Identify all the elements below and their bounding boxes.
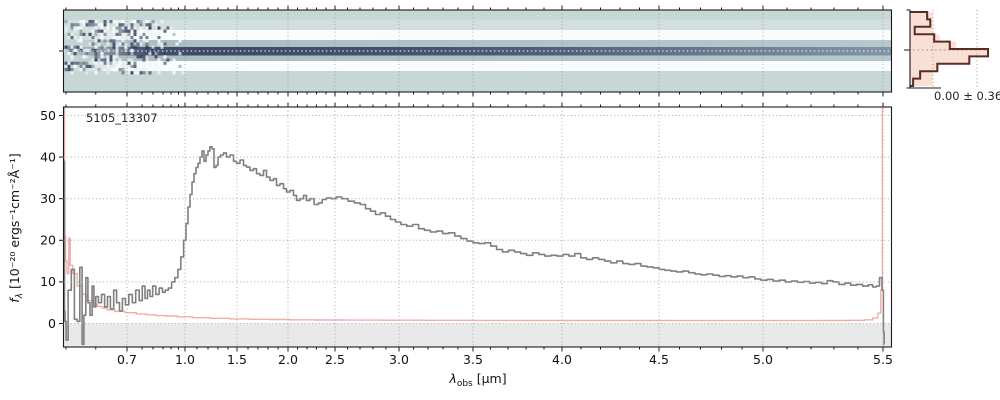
y-axis-label-units: [10⁻²⁰ ergs⁻¹cm⁻²Å⁻¹]	[7, 153, 22, 293]
spec2d-white-band-upper	[63, 30, 892, 40]
x-tick-label: 0.7	[117, 352, 137, 367]
y-axis-label-symbol: f	[7, 298, 22, 303]
x-axis-label-symbol: λ	[449, 371, 457, 386]
below-zero-band	[63, 323, 892, 347]
x-tick-label: 3.5	[463, 352, 483, 367]
x-tick-label: 1.5	[227, 352, 247, 367]
x-axis-label-subscript: obs	[456, 379, 473, 389]
x-axis-label: λobs [μm]	[378, 371, 578, 389]
profile-stat-label: 0.00 ± 0.36	[934, 89, 1000, 103]
y-tick-label: 20	[40, 233, 56, 248]
spec2d-noise	[64, 20, 185, 75]
y-tick-label: 0	[48, 316, 56, 331]
profile-hist-panel	[904, 9, 989, 89]
spec2d-source-trace	[63, 47, 892, 56]
y-axis-label: fλ [10⁻²⁰ ergs⁻¹cm⁻²Å⁻¹]	[7, 118, 25, 338]
x-tick-label: 2.5	[325, 352, 345, 367]
spec1d-border	[62, 106, 893, 348]
x-tick-label: 4.0	[552, 352, 572, 367]
source-id-label: 5105_13307	[86, 111, 158, 125]
spec1d-grid	[63, 107, 892, 347]
spec2d-white-band-lower	[63, 61, 892, 71]
y-axis-label-subscript: λ	[15, 293, 25, 299]
y-tick-label: 40	[40, 149, 56, 164]
y-tick-label: 50	[40, 108, 56, 123]
y-tick-label: 10	[40, 274, 56, 289]
x-tick-label: 5.0	[753, 352, 773, 367]
profile-hist-steps	[910, 11, 989, 87]
spec2d-grid	[63, 10, 892, 92]
tick-labels: 0.7 1.0 1.5 2.0 2.5 3.0 3.5 4.0 4.5 5.0 5.5 0 10 20 30…	[40, 108, 893, 367]
y-tick-label: 30	[40, 191, 56, 206]
x-axis-label-units: [μm]	[472, 371, 507, 386]
error-spectrum-line	[63, 107, 885, 322]
axis-ticks	[59, 5, 884, 352]
x-tick-label: 2.0	[278, 352, 298, 367]
x-tick-label: 1.0	[175, 352, 195, 367]
spec1d-panel	[62, 106, 893, 348]
x-tick-label: 3.0	[389, 352, 409, 367]
x-tick-label: 5.5	[873, 352, 893, 367]
flux-spectrum-line	[63, 145, 885, 346]
x-tick-label: 4.5	[649, 352, 669, 367]
